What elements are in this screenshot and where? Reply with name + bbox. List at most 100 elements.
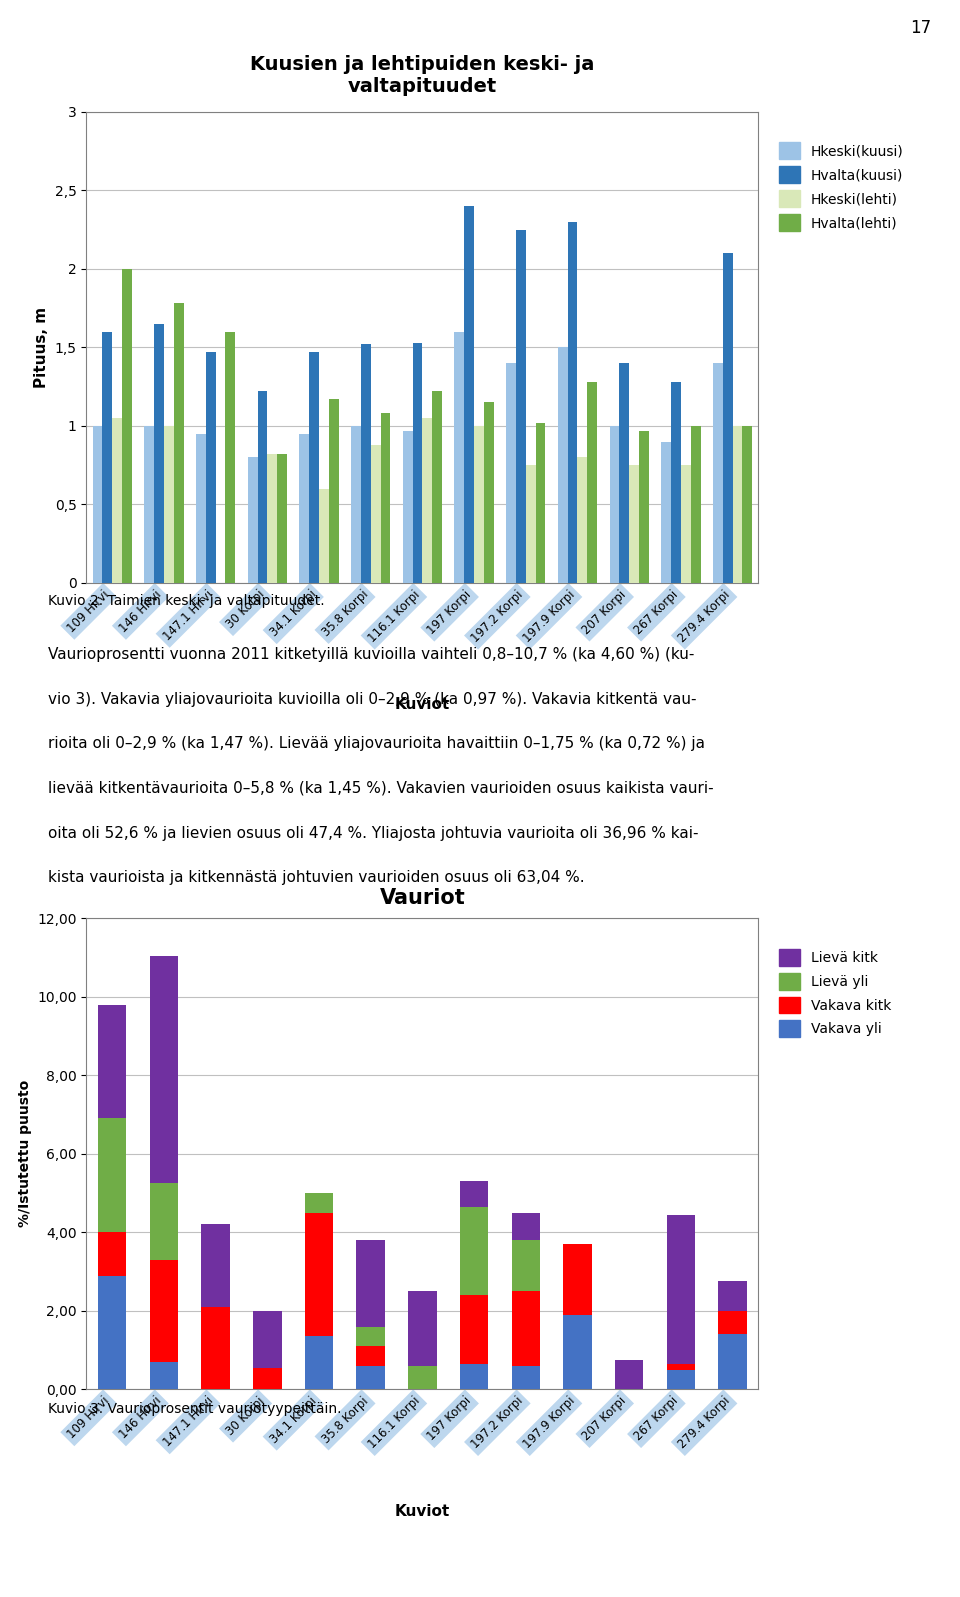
Y-axis label: Pituus, m: Pituus, m [35, 307, 49, 388]
Bar [300, 434, 309, 583]
Bar [512, 1241, 540, 1292]
Bar [526, 465, 536, 583]
Bar [661, 442, 671, 583]
Bar [578, 457, 588, 583]
Bar [610, 426, 619, 583]
Bar [98, 1118, 127, 1233]
Y-axis label: %/Istutettu puusto: %/Istutettu puusto [17, 1080, 32, 1228]
Bar [629, 465, 639, 583]
Bar [202, 1306, 229, 1389]
Text: Vaurioprosentti vuonna 2011 kitketyillä kuvioilla vaihteli 0,8–10,7 % (ka 4,60 %: Vaurioprosentti vuonna 2011 kitketyillä … [48, 647, 694, 661]
Bar [174, 303, 183, 583]
Bar [319, 489, 329, 583]
Bar [666, 1215, 695, 1364]
Bar [460, 1207, 489, 1295]
Title: Vauriot: Vauriot [379, 888, 466, 909]
Bar [460, 1295, 489, 1364]
Bar [257, 391, 267, 583]
X-axis label: Kuviot: Kuviot [395, 1504, 450, 1519]
Bar [371, 444, 380, 583]
Bar [103, 332, 112, 583]
Bar [305, 1337, 333, 1389]
Bar [150, 1362, 179, 1389]
Bar [98, 1233, 127, 1276]
Text: 17: 17 [910, 19, 931, 37]
Bar [732, 426, 742, 583]
Bar [536, 423, 545, 583]
Bar [356, 1241, 385, 1327]
Bar [567, 222, 578, 583]
Bar [742, 426, 753, 583]
Bar [305, 1212, 333, 1337]
Bar [512, 1212, 540, 1241]
Bar [205, 351, 216, 583]
Bar [666, 1364, 695, 1370]
Legend: Hkeski(kuusi), Hvalta(kuusi), Hkeski(lehti), Hvalta(lehti): Hkeski(kuusi), Hvalta(kuusi), Hkeski(leh… [779, 142, 903, 232]
Title: Kuusien ja lehtipuiden keski- ja
valtapituudet: Kuusien ja lehtipuiden keski- ja valtapi… [251, 56, 594, 96]
Bar [639, 431, 649, 583]
Bar [422, 418, 432, 583]
Text: vio 3). Vakavia yliajovaurioita kuvioilla oli 0–2,9 % (ka 0,97 %). Vakavia kitke: vio 3). Vakavia yliajovaurioita kuvioill… [48, 692, 697, 706]
Bar [150, 955, 179, 1183]
Bar [122, 268, 132, 583]
Bar [484, 402, 493, 583]
Bar [666, 1370, 695, 1389]
Bar [408, 1365, 437, 1389]
Bar [196, 434, 205, 583]
Bar [253, 1311, 281, 1367]
Bar [454, 332, 465, 583]
Bar [309, 351, 319, 583]
Bar [98, 1276, 127, 1389]
Text: Kuvio 3. Vaurioprosentit vauriotyypeittäin.: Kuvio 3. Vaurioprosentit vauriotyypeittä… [48, 1402, 342, 1417]
Bar [432, 391, 442, 583]
Bar [361, 345, 371, 583]
Bar [380, 414, 391, 583]
Bar [356, 1346, 385, 1365]
Bar [92, 426, 103, 583]
Text: rioita oli 0–2,9 % (ka 1,47 %). Lievää yliajovaurioita havaittiin 0–1,75 % (ka 0: rioita oli 0–2,9 % (ka 1,47 %). Lievää y… [48, 736, 705, 751]
Bar [164, 426, 174, 583]
Bar [516, 230, 526, 583]
Bar [403, 431, 413, 583]
Bar [460, 1364, 489, 1389]
Bar [351, 426, 361, 583]
Bar [615, 1361, 643, 1389]
Text: Kuvio 2. Taimien keski- ja valtapituudet.: Kuvio 2. Taimien keski- ja valtapituudet… [48, 594, 324, 608]
Bar [305, 1193, 333, 1212]
Bar [671, 382, 681, 583]
Bar [465, 206, 474, 583]
Bar [267, 454, 277, 583]
Bar [226, 332, 235, 583]
Bar [564, 1244, 591, 1314]
Text: oita oli 52,6 % ja lievien osuus oli 47,4 %. Yliajosta johtuvia vaurioita oli 36: oita oli 52,6 % ja lievien osuus oli 47,… [48, 826, 699, 840]
Bar [155, 324, 164, 583]
Bar [713, 363, 723, 583]
Bar [150, 1183, 179, 1260]
Bar [356, 1365, 385, 1389]
Bar [681, 465, 690, 583]
Bar [460, 1182, 489, 1207]
Bar [277, 454, 287, 583]
Bar [356, 1327, 385, 1346]
Bar [329, 399, 339, 583]
Bar [619, 363, 629, 583]
Bar [718, 1311, 747, 1335]
Bar [474, 426, 484, 583]
Text: lievää kitkentävaurioita 0–5,8 % (ka 1,45 %). Vakavien vaurioiden osuus kaikista: lievää kitkentävaurioita 0–5,8 % (ka 1,4… [48, 781, 713, 795]
Bar [512, 1292, 540, 1365]
Bar [723, 254, 732, 583]
Bar [248, 457, 257, 583]
Bar [564, 1314, 591, 1389]
Bar [718, 1335, 747, 1389]
Bar [512, 1365, 540, 1389]
Bar [98, 1005, 127, 1118]
Bar [202, 1225, 229, 1306]
X-axis label: Kuviot: Kuviot [395, 698, 450, 712]
Bar [253, 1367, 281, 1389]
Bar [150, 1260, 179, 1362]
Legend: Lievä kitk, Lievä yli, Vakava kitk, Vakava yli: Lievä kitk, Lievä yli, Vakava kitk, Vaka… [779, 949, 891, 1038]
Bar [690, 426, 701, 583]
Text: kista vaurioista ja kitkennästä johtuvien vaurioiden osuus oli 63,04 %.: kista vaurioista ja kitkennästä johtuvie… [48, 870, 585, 885]
Bar [413, 343, 422, 583]
Bar [588, 382, 597, 583]
